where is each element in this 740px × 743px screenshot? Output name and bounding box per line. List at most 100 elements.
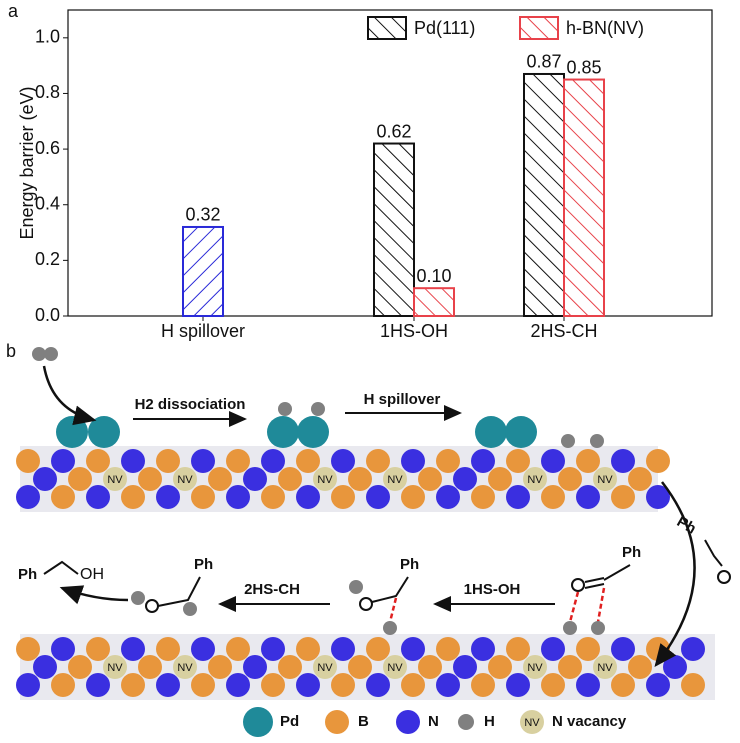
atom bbox=[86, 673, 110, 697]
atom bbox=[506, 637, 530, 661]
atom bbox=[296, 449, 320, 473]
vacancy-label: NV bbox=[177, 474, 193, 486]
atom bbox=[681, 637, 705, 661]
legend-label: Pd bbox=[280, 713, 299, 730]
atom bbox=[33, 655, 57, 679]
legend-label: Pd(111) bbox=[414, 18, 475, 38]
atom bbox=[208, 467, 232, 491]
atom bbox=[138, 655, 162, 679]
atom bbox=[348, 467, 372, 491]
atom bbox=[558, 655, 582, 679]
atom bbox=[156, 637, 180, 661]
atom bbox=[681, 673, 705, 697]
atom bbox=[331, 637, 355, 661]
atom bbox=[86, 485, 110, 509]
y-tick-label: 0.8 bbox=[35, 82, 60, 102]
legend-swatch bbox=[519, 16, 559, 40]
atom bbox=[121, 637, 145, 661]
atom bbox=[576, 449, 600, 473]
vacancy bbox=[523, 655, 547, 679]
atom bbox=[471, 673, 495, 697]
pd-atom bbox=[297, 416, 329, 448]
atom bbox=[331, 449, 355, 473]
atom bbox=[453, 655, 477, 679]
atom bbox=[471, 449, 495, 473]
atom bbox=[226, 673, 250, 697]
atom bbox=[401, 637, 425, 661]
step-label: 1HS-OH bbox=[464, 581, 521, 598]
vacancy bbox=[593, 655, 617, 679]
pd-atom bbox=[475, 416, 507, 448]
atom bbox=[51, 673, 75, 697]
atom bbox=[191, 485, 215, 509]
atom bbox=[646, 449, 670, 473]
bar bbox=[523, 72, 565, 318]
atom bbox=[576, 673, 600, 697]
atom bbox=[541, 449, 565, 473]
atom bbox=[51, 485, 75, 509]
y-tick-label: 1.0 bbox=[35, 27, 60, 47]
atom bbox=[296, 673, 320, 697]
atom bbox=[226, 637, 250, 661]
arrow bbox=[42, 365, 97, 426]
vacancy bbox=[383, 467, 407, 491]
oh-label: OH bbox=[80, 566, 104, 583]
legend-icon bbox=[325, 710, 349, 734]
vacancy-label: NV bbox=[387, 662, 403, 674]
atom bbox=[506, 673, 530, 697]
atom bbox=[488, 655, 512, 679]
atom bbox=[348, 655, 372, 679]
legend-label: h-BN(NV) bbox=[566, 18, 644, 38]
atom bbox=[68, 655, 92, 679]
bond bbox=[43, 560, 79, 575]
atom bbox=[296, 485, 320, 509]
pd-atom bbox=[267, 416, 299, 448]
bond bbox=[704, 539, 723, 567]
atom bbox=[191, 637, 215, 661]
atom bbox=[436, 673, 460, 697]
atom bbox=[401, 485, 425, 509]
oxygen bbox=[145, 599, 159, 613]
atom bbox=[453, 467, 477, 491]
atom bbox=[16, 673, 40, 697]
legend-icon bbox=[520, 710, 544, 734]
legend-icon bbox=[396, 710, 420, 734]
vacancy-label: NV bbox=[107, 662, 123, 674]
vacancy-label: NV bbox=[597, 662, 613, 674]
atom bbox=[226, 449, 250, 473]
step-label: H2 dissociation bbox=[135, 396, 246, 413]
atom bbox=[541, 485, 565, 509]
atom bbox=[121, 449, 145, 473]
atom bbox=[86, 637, 110, 661]
panel-label: b bbox=[6, 341, 16, 361]
atom bbox=[331, 485, 355, 509]
vacancy bbox=[523, 467, 547, 491]
atom bbox=[68, 467, 92, 491]
hydrogen bbox=[561, 434, 575, 448]
atom bbox=[261, 637, 285, 661]
atom bbox=[436, 449, 460, 473]
atom bbox=[51, 637, 75, 661]
bar bbox=[563, 78, 605, 317]
atom bbox=[51, 449, 75, 473]
atom bbox=[436, 485, 460, 509]
atom bbox=[418, 467, 442, 491]
atom bbox=[418, 655, 442, 679]
atom bbox=[366, 449, 390, 473]
atom bbox=[121, 673, 145, 697]
arrow bbox=[59, 585, 129, 605]
atom bbox=[488, 467, 512, 491]
hydrogen bbox=[311, 402, 325, 416]
atom bbox=[471, 485, 495, 509]
atom bbox=[611, 485, 635, 509]
value-label: 0.10 bbox=[416, 266, 451, 286]
vacancy-label: NV bbox=[597, 474, 613, 486]
bar bbox=[182, 225, 224, 317]
hydrogen bbox=[44, 347, 58, 361]
ph-label: Ph bbox=[18, 566, 37, 583]
vacancy bbox=[173, 467, 197, 491]
ph-label: Ph bbox=[622, 544, 641, 561]
atom bbox=[138, 467, 162, 491]
vacancy bbox=[383, 655, 407, 679]
bond bbox=[371, 576, 409, 603]
